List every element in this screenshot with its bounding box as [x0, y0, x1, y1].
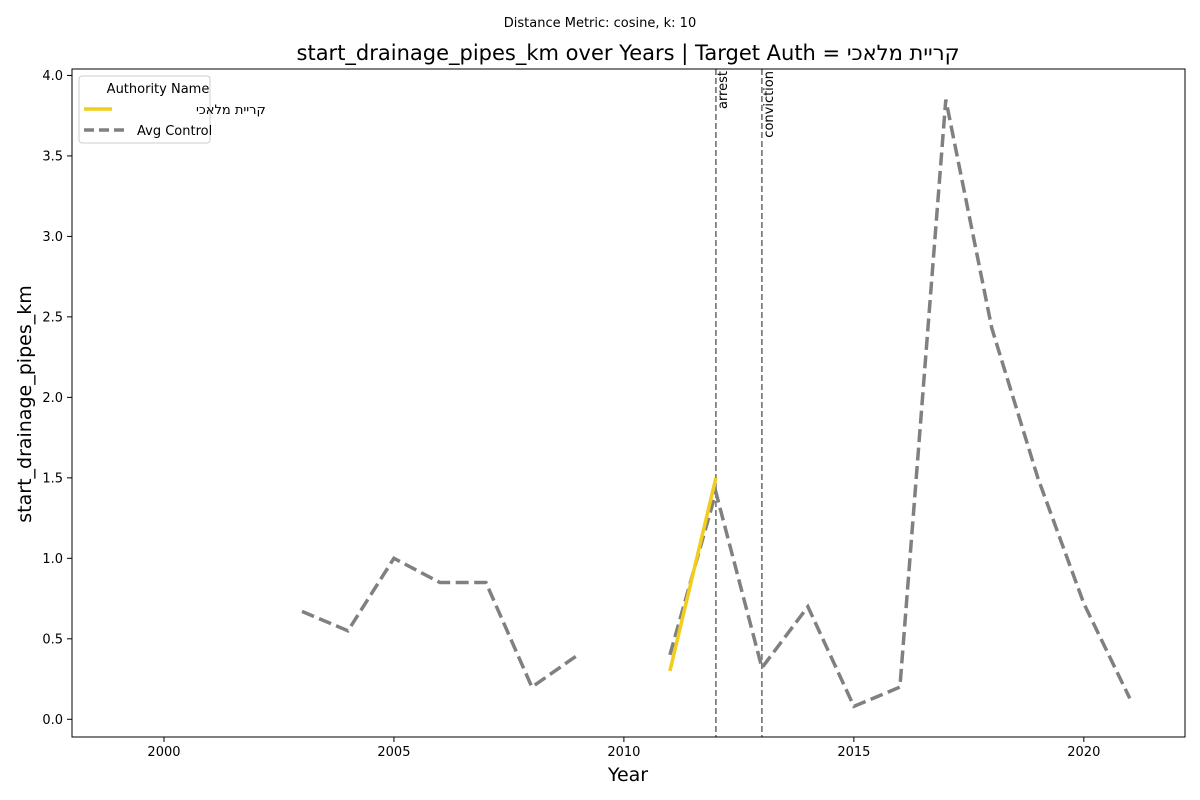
series-group: [301, 99, 1132, 709]
y-tick-label: 3.0: [42, 230, 63, 245]
y-tick-label: 2.0: [42, 391, 63, 406]
legend-title: Authority Name: [107, 82, 210, 97]
y-tick-label: 0.5: [42, 632, 63, 647]
legend: Authority Name קריית מלאכי Avg Control: [78, 75, 266, 144]
x-tick-label: 2005: [377, 745, 410, 760]
y-tick-label: 3.5: [42, 149, 63, 164]
y-axis-ticks: 0.0 0.5 1.0 1.5 2.0 2.5 3.0 3.5 4.0: [42, 69, 72, 728]
event-lines: arrest conviction: [714, 69, 777, 737]
y-axis-label: start_drainage_pipes_km: [14, 285, 36, 522]
vline-label-arrest: arrest: [716, 71, 731, 109]
plot-frame: [71, 68, 1186, 738]
y-tick-label: 1.0: [42, 552, 63, 567]
chart-suptitle: Distance Metric: cosine, k: 10: [504, 16, 696, 31]
legend-box: [78, 75, 211, 144]
x-tick-label: 2010: [607, 745, 640, 760]
series-target-line-0: [668, 477, 718, 672]
x-axis-label: Year: [607, 764, 648, 786]
series-control-line-0: [301, 555, 579, 690]
series-control-line-1: [668, 99, 1132, 709]
x-tick-label: 2015: [837, 745, 870, 760]
y-tick-label: 1.5: [42, 471, 63, 486]
y-tick-label: 4.0: [42, 69, 63, 84]
legend-label-control: Avg Control: [137, 124, 212, 139]
x-tick-label: 2000: [147, 745, 180, 760]
x-axis-ticks: 2000 2005 2010 2015 2020: [147, 737, 1100, 760]
vline-label-conviction: conviction: [762, 71, 777, 138]
chart-title: start_drainage_pipes_km over Years | Tar…: [297, 41, 960, 66]
x-tick-label: 2020: [1067, 745, 1100, 760]
y-tick-label: 2.5: [42, 310, 63, 325]
y-tick-label: 0.0: [42, 713, 63, 728]
legend-label-target: קריית מלאכי: [196, 103, 266, 118]
